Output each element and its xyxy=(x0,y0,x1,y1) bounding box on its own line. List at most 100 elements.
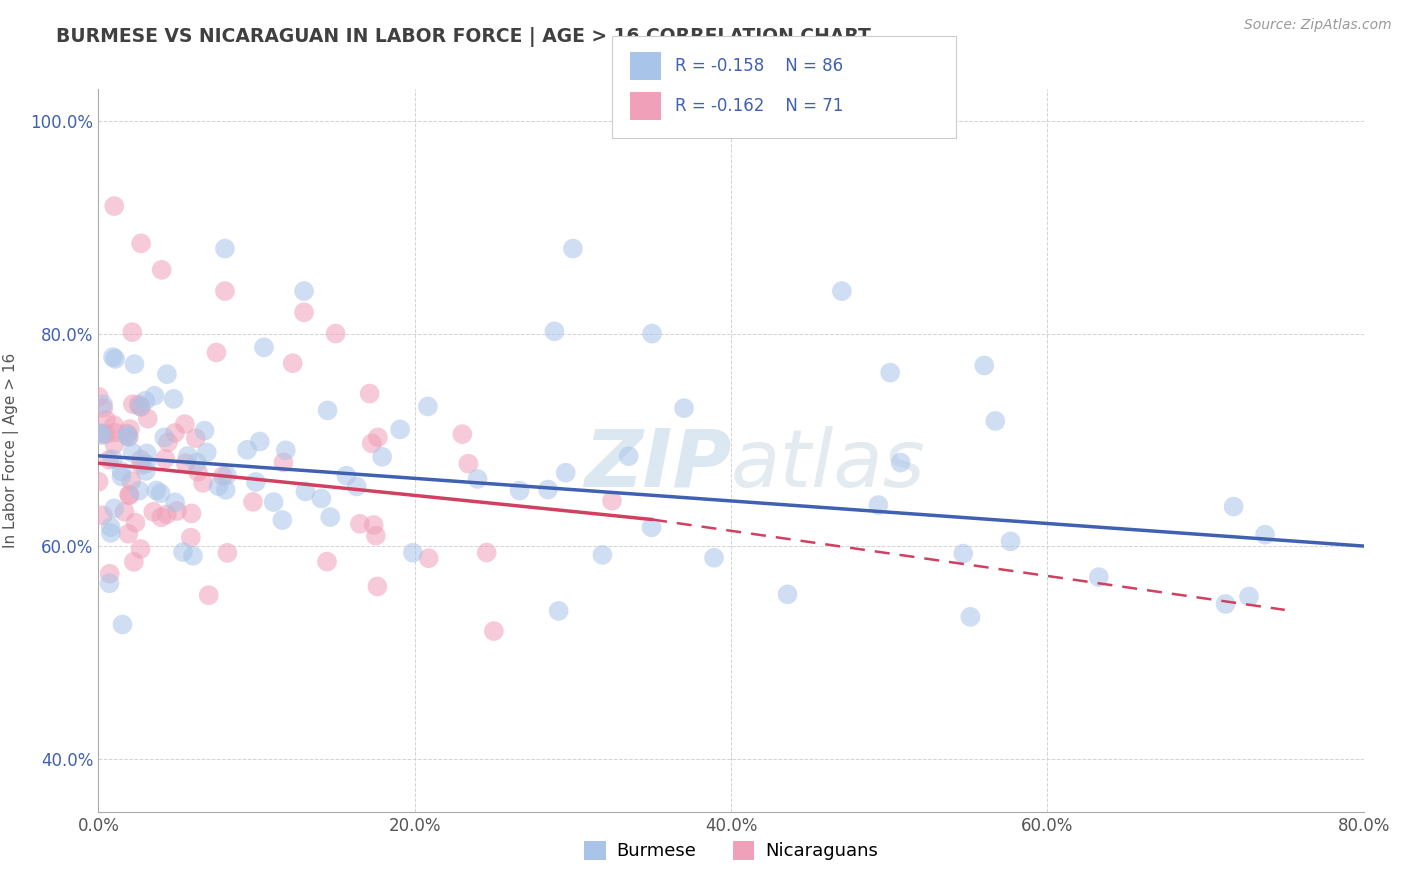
Point xyxy=(205,345,228,359)
Point xyxy=(172,545,194,559)
Point xyxy=(103,501,125,516)
Point xyxy=(543,324,565,338)
Point xyxy=(418,551,440,566)
Point xyxy=(100,520,122,534)
Point xyxy=(207,479,229,493)
Point xyxy=(91,428,114,442)
Text: BURMESE VS NICARAGUAN IN LABOR FORCE | AGE > 16 CORRELATION CHART: BURMESE VS NICARAGUAN IN LABOR FORCE | A… xyxy=(56,27,872,46)
Text: atlas: atlas xyxy=(731,425,927,504)
Point xyxy=(325,326,347,341)
Point xyxy=(129,400,152,414)
Point xyxy=(211,469,233,483)
Point xyxy=(346,479,368,493)
Point xyxy=(124,357,146,371)
Point xyxy=(134,393,156,408)
Point xyxy=(128,398,150,412)
Point xyxy=(316,555,339,569)
Point xyxy=(153,451,176,466)
Point xyxy=(117,526,139,541)
Point xyxy=(187,465,209,479)
Point xyxy=(263,495,285,509)
Point xyxy=(162,392,184,406)
Point xyxy=(193,424,215,438)
Point xyxy=(335,468,357,483)
Y-axis label: In Labor Force | Age > 16: In Labor Force | Age > 16 xyxy=(3,353,20,548)
Point xyxy=(316,403,339,417)
Point xyxy=(181,549,204,563)
Point xyxy=(101,350,124,364)
Point xyxy=(186,455,208,469)
Point xyxy=(122,397,145,411)
Point xyxy=(364,529,387,543)
Point xyxy=(554,466,576,480)
Point xyxy=(249,434,271,449)
Point xyxy=(87,390,110,404)
Point xyxy=(311,491,333,506)
Point xyxy=(281,356,304,370)
Point xyxy=(177,449,200,463)
Point xyxy=(1088,570,1111,584)
Point xyxy=(242,495,264,509)
Point xyxy=(91,508,114,523)
Point xyxy=(1254,527,1277,541)
Point xyxy=(245,475,267,489)
Point xyxy=(363,518,385,533)
Point xyxy=(149,486,172,500)
Point xyxy=(952,547,974,561)
Point xyxy=(104,425,127,440)
Text: Source: ZipAtlas.com: Source: ZipAtlas.com xyxy=(1244,18,1392,32)
Point xyxy=(591,548,613,562)
Point xyxy=(641,326,664,341)
Point xyxy=(215,483,238,497)
Point xyxy=(128,483,150,498)
Point xyxy=(509,483,531,498)
Point xyxy=(143,389,166,403)
Point xyxy=(617,449,640,463)
Point xyxy=(135,457,157,471)
Point xyxy=(482,624,505,639)
Point xyxy=(135,464,157,478)
Point xyxy=(868,498,890,512)
Point xyxy=(156,368,179,382)
Point xyxy=(121,325,143,339)
Point xyxy=(236,442,259,457)
Point xyxy=(136,411,159,425)
Point xyxy=(166,504,188,518)
Point xyxy=(110,469,132,483)
Point xyxy=(319,510,342,524)
Point xyxy=(890,456,912,470)
Text: R = -0.162    N = 71: R = -0.162 N = 71 xyxy=(675,97,844,115)
Point xyxy=(292,284,315,298)
Point xyxy=(173,417,195,431)
Point xyxy=(360,436,382,450)
Point xyxy=(475,545,498,559)
Point xyxy=(104,351,127,366)
Point xyxy=(91,401,114,415)
Point xyxy=(561,242,585,256)
Point xyxy=(103,437,125,451)
Point xyxy=(129,236,152,251)
Point xyxy=(142,505,165,519)
Point xyxy=(111,617,134,632)
Point xyxy=(118,430,141,444)
Point xyxy=(195,445,218,459)
Point xyxy=(253,340,276,354)
Point xyxy=(103,417,125,432)
Point xyxy=(457,457,479,471)
Point xyxy=(217,546,239,560)
Point xyxy=(274,443,297,458)
Point xyxy=(349,516,371,531)
Point xyxy=(1215,597,1237,611)
Point xyxy=(547,604,569,618)
Point xyxy=(640,520,662,534)
Point xyxy=(129,400,152,414)
Point xyxy=(156,508,179,522)
Point xyxy=(184,431,207,445)
Point xyxy=(94,427,117,442)
Point xyxy=(98,576,121,591)
Point xyxy=(121,445,143,459)
Point xyxy=(214,242,236,256)
Point xyxy=(273,455,295,469)
Point xyxy=(294,484,316,499)
Point xyxy=(145,483,167,498)
